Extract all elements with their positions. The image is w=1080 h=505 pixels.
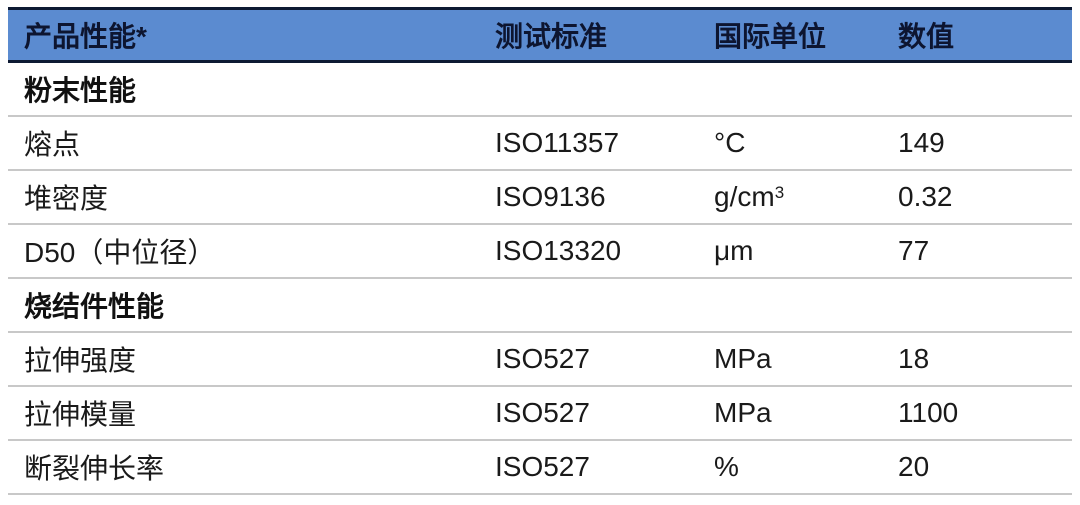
unit-cell: g/cm 3 (714, 171, 784, 223)
property-cell: 拉伸模量 (24, 399, 137, 430)
header-unit: 国际单位 (714, 21, 827, 52)
properties-table: 产品性能* 测试标准 国际单位 数值 粉末性能 熔点 ISO11357 °C 1… (8, 7, 1072, 495)
table-row: 堆密度 ISO9136 g/cm 3 0.32 (8, 171, 1072, 225)
unit-text: g/cm (714, 181, 775, 212)
table-row: 断裂伸长率 ISO527 % 20 (8, 441, 1072, 495)
standard-cell: ISO527 (495, 451, 590, 482)
unit-text: μm (714, 235, 754, 266)
unit-text: MPa (714, 397, 772, 428)
standard-cell: ISO527 (495, 397, 590, 428)
value-cell: 77 (898, 235, 930, 266)
property-cell: 拉伸强度 (24, 345, 137, 376)
property-cell: D50（中位径） (24, 237, 216, 268)
section-row-sintered: 烧结件性能 (8, 279, 1072, 333)
value-cell: 18 (898, 343, 930, 374)
table-row: 拉伸模量 ISO527 MPa 1100 (8, 387, 1072, 441)
property-cell: 断裂伸长率 (24, 453, 165, 484)
table-row: 拉伸强度 ISO527 MPa 18 (8, 333, 1072, 387)
value-cell: 149 (898, 127, 945, 158)
unit-cell: MPa (714, 387, 772, 439)
standard-cell: ISO11357 (495, 127, 620, 158)
section-row-powder: 粉末性能 (8, 63, 1072, 117)
unit-superscript: 3 (774, 183, 785, 202)
unit-text: MPa (714, 343, 772, 374)
header-value: 数值 (898, 21, 955, 52)
header-standard: 测试标准 (495, 21, 608, 52)
value-cell: 0.32 (898, 181, 953, 212)
header-property: 产品性能* (24, 21, 147, 52)
unit-cell: % (714, 441, 739, 493)
section-title: 烧结件性能 (24, 291, 165, 322)
standard-cell: ISO527 (495, 343, 590, 374)
property-cell: 堆密度 (24, 183, 109, 214)
section-title: 粉末性能 (24, 75, 137, 106)
unit-text: °C (714, 127, 746, 158)
unit-text: % (714, 451, 739, 482)
unit-cell: μm (714, 225, 753, 277)
standard-cell: ISO9136 (495, 181, 606, 212)
standard-cell: ISO13320 (495, 235, 622, 266)
unit-cell: °C (714, 117, 745, 169)
property-cell: 熔点 (24, 129, 81, 160)
table-header-row: 产品性能* 测试标准 国际单位 数值 (8, 7, 1072, 63)
table-row: 熔点 ISO11357 °C 149 (8, 117, 1072, 171)
table-row: D50（中位径） ISO13320 μm 77 (8, 225, 1072, 279)
value-cell: 1100 (898, 397, 959, 428)
unit-cell: MPa (714, 333, 772, 385)
value-cell: 20 (898, 451, 930, 482)
